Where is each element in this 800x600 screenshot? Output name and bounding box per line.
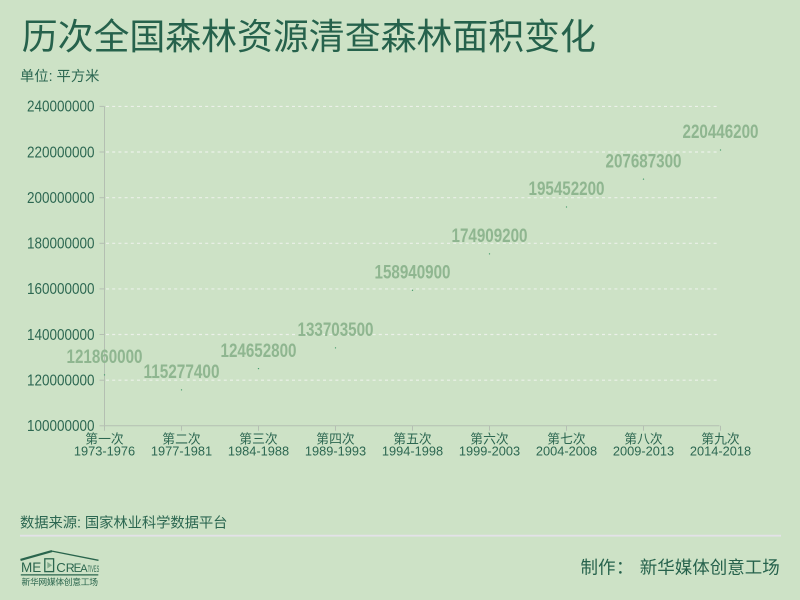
svg-text:数据来源: 国家林业科学数据平台: 数据来源: 国家林业科学数据平台 [20,514,228,531]
svg-text:220000000: 220000000 [27,144,95,161]
svg-text:第八次: 第八次 [624,431,663,446]
svg-text:180000000: 180000000 [27,236,95,253]
svg-text:2009-2013: 2009-2013 [613,444,674,459]
svg-text:E: E [74,562,82,575]
svg-text:R: R [66,561,75,575]
svg-text:1999-2003: 1999-2003 [459,444,520,459]
svg-text:TIVES: TIVES [88,564,99,574]
svg-text:121860000: 121860000 [67,346,143,368]
svg-text:1973-1976: 1973-1976 [74,444,135,459]
svg-text:200000000: 200000000 [27,190,95,207]
svg-text:100000000: 100000000 [27,418,95,435]
svg-text:第二次: 第二次 [162,431,201,446]
svg-text:第五次: 第五次 [393,431,432,446]
svg-text:单位: 平方米: 单位: 平方米 [20,68,99,85]
svg-text:207687300: 207687300 [606,150,682,172]
svg-text:第七次: 第七次 [547,431,586,446]
svg-text:158940900: 158940900 [375,262,451,284]
svg-text:195452200: 195452200 [529,178,605,200]
svg-text:制作: 制作 [581,557,616,577]
svg-text:第六次: 第六次 [470,431,509,446]
svg-text:第九次: 第九次 [701,431,740,446]
svg-text:第四次: 第四次 [316,431,355,446]
svg-text:2014-2018: 2014-2018 [690,444,751,459]
svg-text:历次全国森林资源清查森林面积变化: 历次全国森林资源清查森林面积变化 [22,17,596,57]
svg-text:115277400: 115277400 [144,361,220,383]
svg-text:1977-1981: 1977-1981 [151,444,212,459]
svg-text:240000000: 240000000 [27,99,95,116]
svg-text:ME: ME [21,560,41,575]
svg-text:140000000: 140000000 [27,327,95,344]
svg-text:120000000: 120000000 [27,373,95,390]
svg-text:174909200: 174909200 [452,225,528,247]
svg-text:C: C [56,560,66,575]
svg-text:220446200: 220446200 [683,121,759,143]
svg-text:A: A [80,563,88,575]
svg-text:2004-2008: 2004-2008 [536,444,597,459]
svg-text:第三次: 第三次 [239,431,278,446]
svg-text:133703500: 133703500 [298,319,374,341]
svg-text:新华媒体创意工场: 新华媒体创意工场 [640,557,780,577]
svg-text:160000000: 160000000 [27,281,95,298]
svg-text:：: ： [616,557,634,577]
svg-text:第一次: 第一次 [85,431,124,446]
svg-text:新华网媒体创意工场: 新华网媒体创意工场 [22,576,99,587]
svg-text:1984-1988: 1984-1988 [228,444,289,459]
svg-text:1994-1998: 1994-1998 [382,444,443,459]
svg-text:1989-1993: 1989-1993 [305,444,366,459]
svg-text:124652800: 124652800 [221,340,297,362]
